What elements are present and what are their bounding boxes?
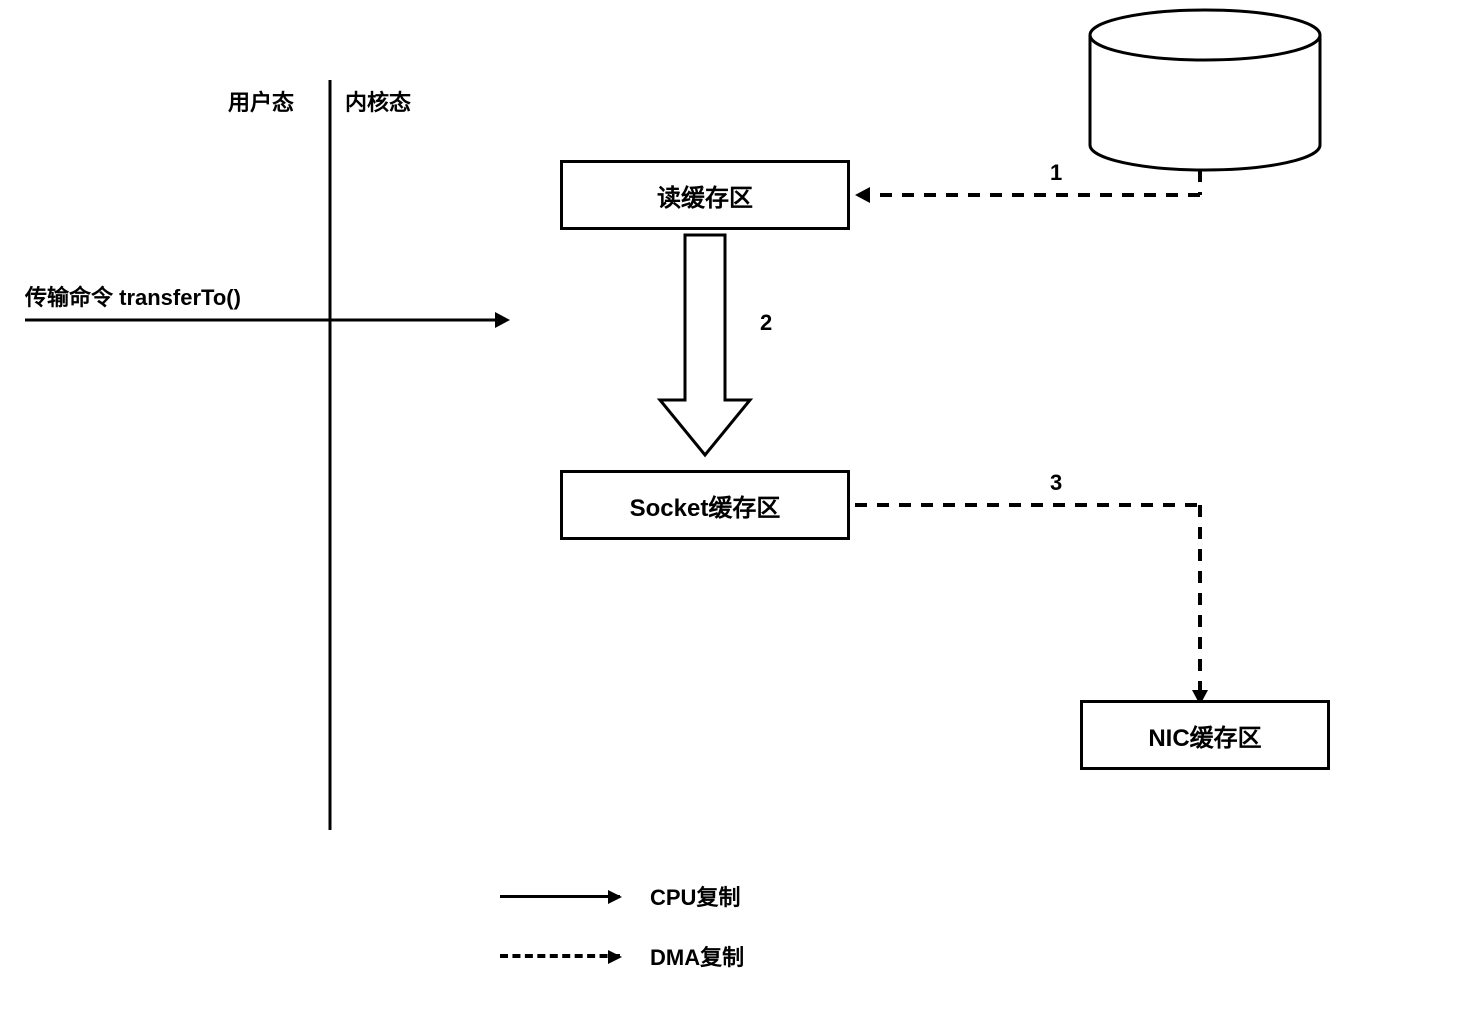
nic-buffer-label: NIC缓存区 [1148, 718, 1261, 753]
legend-cpu-label: CPU复制 [650, 880, 740, 912]
legend-solid-arrow [500, 895, 620, 898]
read-buffer-label: 读缓存区 [657, 178, 753, 213]
edge-2-label: 2 [760, 310, 772, 336]
socket-buffer-box: Socket缓存区 [560, 470, 850, 540]
legend-dashed-arrow [500, 954, 620, 958]
kernel-mode-label: 内核态 [345, 85, 411, 117]
user-mode-label: 用户态 [228, 85, 294, 117]
edge-2-block-arrow [660, 235, 750, 455]
diagram-container: 用户态 内核态 传输命令 transferTo() 读缓存区 Socket缓存区… [0, 0, 1463, 1024]
legend-dma-copy: DMA复制 [500, 940, 744, 972]
socket-buffer-label: Socket缓存区 [630, 488, 781, 523]
transfer-command-label: 传输命令 transferTo() [25, 280, 241, 312]
edge-1 [855, 170, 1200, 203]
legend-cpu-copy: CPU复制 [500, 880, 740, 912]
nic-buffer-box: NIC缓存区 [1080, 700, 1330, 770]
disk-cylinder [1090, 10, 1320, 170]
edge-1-label: 1 [1050, 160, 1062, 186]
edge-3 [855, 505, 1208, 705]
legend-dma-label: DMA复制 [650, 940, 744, 972]
read-buffer-box: 读缓存区 [560, 160, 850, 230]
edge-3-label: 3 [1050, 470, 1062, 496]
